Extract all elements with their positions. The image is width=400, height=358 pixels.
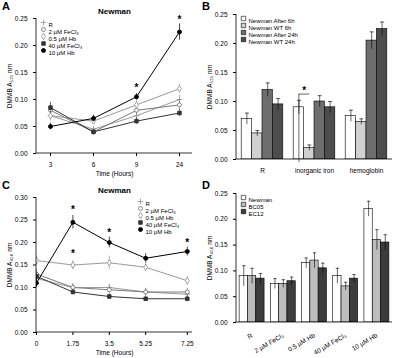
svg-text:0.5 µM Hb: 0.5 µM Hb (286, 331, 316, 353)
svg-text:40 µM FeCl₃: 40 µM FeCl₃ (146, 222, 180, 228)
svg-text:Time (Hours): Time (Hours) (96, 349, 134, 357)
svg-text:R: R (146, 201, 151, 207)
svg-text:Newman After 24h: Newman After 24h (249, 32, 298, 38)
svg-text:1.75: 1.75 (67, 340, 80, 347)
svg-text:0.25: 0.25 (15, 15, 28, 22)
svg-text:R: R (246, 331, 254, 340)
svg-text:Newman WT 24h: Newman WT 24h (249, 39, 295, 45)
svg-text:40 µM FeCl₃: 40 µM FeCl₃ (312, 331, 348, 356)
svg-text:7.25: 7.25 (181, 340, 194, 347)
svg-text:inorganic iron: inorganic iron (295, 167, 334, 175)
svg-text:0.10: 0.10 (15, 96, 28, 103)
svg-text:0.5 µM Hb: 0.5 µM Hb (146, 215, 174, 221)
svg-text:0.20: 0.20 (215, 215, 228, 222)
svg-text:DMMB A₄₅₀ nm: DMMB A₄₅₀ nm (206, 236, 213, 280)
svg-text:0.00: 0.00 (15, 329, 28, 336)
svg-text:0.05: 0.05 (215, 293, 228, 300)
svg-text:*: * (302, 85, 306, 96)
svg-text:3.5: 3.5 (105, 340, 114, 347)
svg-text:0.5 µM Hb: 0.5 µM Hb (49, 36, 77, 42)
svg-text:*: * (178, 14, 182, 25)
svg-text:*: * (185, 237, 189, 248)
svg-text:Newman: Newman (98, 7, 131, 16)
svg-text:3: 3 (49, 161, 53, 168)
svg-text:DMMB A₄₅₀ nm: DMMB A₄₅₀ nm (6, 243, 13, 287)
svg-text:Newman: Newman (98, 186, 131, 195)
svg-text:*: * (71, 204, 75, 215)
svg-text:0.20: 0.20 (15, 239, 28, 246)
svg-text:0.15: 0.15 (15, 69, 28, 76)
svg-text:0.15: 0.15 (15, 261, 28, 268)
svg-text:0.10: 0.10 (15, 284, 28, 291)
svg-text:40 µM FeCl₃: 40 µM FeCl₃ (49, 43, 83, 49)
svg-text:*: * (107, 227, 111, 238)
svg-text:9: 9 (135, 161, 139, 168)
svg-text:24: 24 (176, 161, 184, 168)
svg-text:0.25: 0.25 (215, 11, 228, 18)
html-text:A: A (2, 0, 10, 12)
svg-text:DMMB A₅₂₅ nm: DMMB A₅₂₅ nm (206, 65, 213, 109)
svg-text:0.10: 0.10 (215, 267, 228, 274)
svg-text:10 µM Hb: 10 µM Hb (49, 50, 76, 56)
svg-text:Newman After 6h: Newman After 6h (249, 18, 295, 24)
svg-text:0.05: 0.05 (215, 127, 228, 134)
svg-text:*: * (71, 248, 75, 259)
svg-text:0.25: 0.25 (15, 216, 28, 223)
svg-text:0.15: 0.15 (215, 69, 228, 76)
svg-text:10 µM Hb: 10 µM Hb (350, 331, 379, 352)
svg-text:*: * (135, 82, 139, 93)
svg-text:6: 6 (92, 161, 96, 168)
svg-text:2 µM FeCl₃: 2 µM FeCl₃ (146, 208, 177, 214)
svg-text:0.05: 0.05 (15, 123, 28, 130)
svg-text:0.00: 0.00 (15, 150, 28, 157)
html-text:B: B (202, 0, 210, 12)
svg-text:R: R (49, 22, 54, 28)
svg-text:0.25: 0.25 (215, 190, 228, 197)
svg-text:0.20: 0.20 (15, 42, 28, 49)
svg-text:10 µM Hb: 10 µM Hb (146, 229, 173, 235)
svg-text:EC12: EC12 (249, 211, 265, 217)
svg-text:0.00: 0.00 (215, 156, 228, 163)
svg-text:hemoglobin: hemoglobin (350, 167, 384, 175)
svg-text:0.20: 0.20 (215, 40, 228, 47)
svg-text:0: 0 (35, 340, 39, 347)
svg-text:Newman: Newman (249, 197, 273, 203)
html-text:D: D (202, 179, 210, 191)
svg-text:0.10: 0.10 (215, 98, 228, 105)
svg-text:DMMB A₅₂₅ nm: DMMB A₅₂₅ nm (6, 64, 13, 108)
svg-text:2 µM FeCl₃: 2 µM FeCl₃ (253, 331, 286, 354)
svg-text:0.15: 0.15 (215, 241, 228, 248)
svg-text:0.05: 0.05 (15, 306, 28, 313)
svg-text:0.00: 0.00 (215, 319, 228, 326)
svg-text:0.30: 0.30 (15, 194, 28, 201)
svg-text:2 µM FeCl₃: 2 µM FeCl₃ (49, 29, 80, 35)
svg-text:Time (Hours): Time (Hours) (96, 170, 134, 178)
svg-text:Newman WT 6h: Newman WT 6h (249, 25, 292, 31)
svg-text:R: R (260, 167, 265, 174)
svg-text:5.25: 5.25 (139, 340, 152, 347)
svg-text:BC05: BC05 (249, 204, 265, 210)
html-text:C: C (2, 179, 10, 191)
